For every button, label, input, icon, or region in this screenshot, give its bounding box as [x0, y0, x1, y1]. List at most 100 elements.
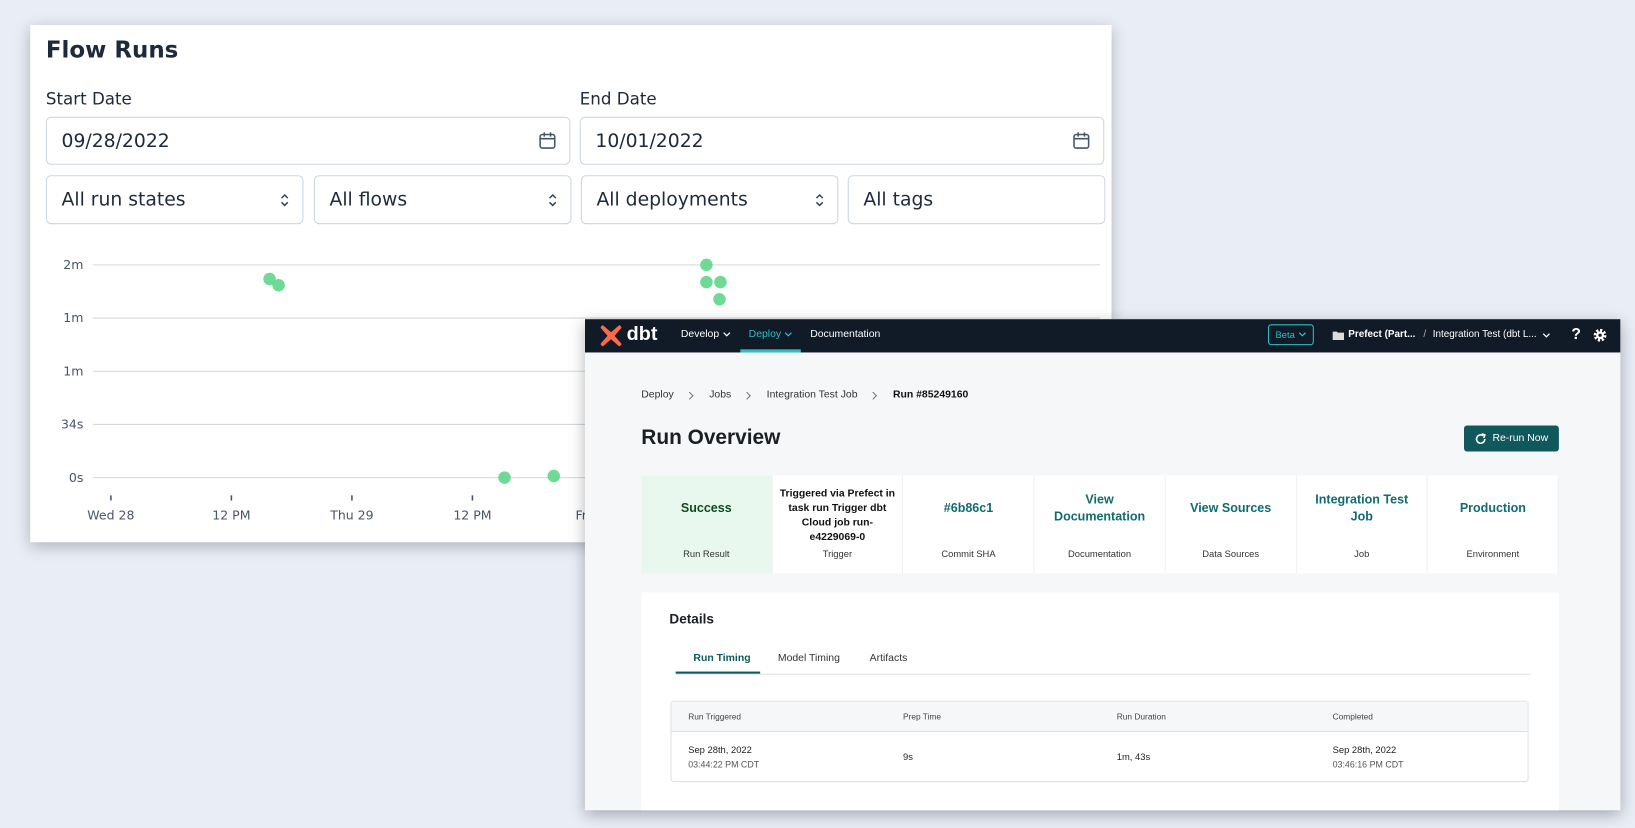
start-date-value: 09/28/2022	[61, 129, 170, 152]
table-cell-text: 03:46:16 PM CDT	[1332, 759, 1404, 770]
x-tick-label: 12 PM	[212, 507, 250, 522]
breadcrumb-item[interactable]: Jobs	[709, 388, 732, 401]
column-header: Run Triggered	[688, 712, 742, 722]
summary-value[interactable]: #6b86c1	[943, 500, 994, 516]
run-point	[700, 275, 713, 289]
run-point	[713, 293, 726, 306]
nav-item-label: Deploy	[748, 328, 782, 340]
chevron	[784, 331, 793, 337]
y-tick-label: 34s	[61, 417, 83, 432]
beta-button[interactable]: Beta	[1267, 324, 1314, 346]
column-header: Completed	[1332, 712, 1373, 722]
y-tick-label: 1m	[63, 363, 83, 378]
y-tick-label: 1m	[63, 310, 83, 325]
summary-cell: View Documentation Documentation	[1035, 475, 1166, 574]
select-arrows	[281, 193, 289, 206]
nav-item[interactable]: Documentation	[810, 328, 880, 339]
nav-item[interactable]: Deploy	[748, 328, 793, 340]
start-date-input[interactable]: 09/28/2022	[45, 116, 571, 165]
y-tick-label: 2m	[63, 257, 83, 272]
table-cell-text: Sep 28th, 2022	[688, 744, 752, 755]
table-cell-text: 1m, 43s	[1116, 751, 1151, 763]
summary-value[interactable]: Production	[1459, 500, 1526, 516]
column-header: Prep Time	[903, 712, 942, 722]
summary-cell: Triggered via Prefect in task run Trigge…	[772, 475, 904, 574]
nav-bar: dbt Beta Prefect (Part... / Integration …	[584, 319, 1621, 353]
select-arrows	[815, 193, 824, 206]
filter-select[interactable]: All run states	[45, 175, 304, 225]
summary-value[interactable]: View Sources	[1190, 500, 1272, 516]
filter-select[interactable]: All tags	[847, 175, 1106, 225]
column-header: Run Duration	[1116, 712, 1166, 722]
calendar-icon	[1073, 132, 1090, 149]
summary-label: Run Result	[683, 548, 730, 559]
active-tab-underline	[675, 671, 761, 674]
x-tick-label: Wed 28	[87, 507, 134, 522]
run-summary: Success Run Result Triggered via Prefect i…	[641, 475, 1559, 574]
summary-label: Data Sources	[1202, 548, 1260, 559]
breadcrumb-separator	[689, 391, 694, 400]
rerun-label: Re-run Now	[1492, 432, 1549, 445]
table-cell-text: 03:44:22 PM CDT	[688, 759, 760, 770]
run-point	[498, 471, 511, 484]
end-date-label: End Date	[579, 88, 657, 109]
select-arrows	[549, 193, 557, 206]
page-title: Run Overview	[641, 426, 781, 450]
filter-label: All deployments	[596, 188, 748, 211]
filter-select[interactable]: All deployments	[580, 175, 839, 225]
rerun-button[interactable]: Re-run Now	[1463, 425, 1559, 452]
settings-icon[interactable]	[1592, 327, 1608, 343]
separator-shape	[872, 391, 878, 400]
folder-icon	[1332, 331, 1345, 340]
chevron-shape	[784, 331, 793, 337]
filter-label: All run states	[61, 188, 186, 211]
nav-item-label: Develop	[680, 328, 720, 340]
environment-name[interactable]: Integration Test (dbt L...	[1432, 328, 1537, 340]
end-date-input[interactable]: 10/01/2022	[579, 116, 1105, 165]
separator-shape	[689, 391, 694, 400]
chevron-shape	[722, 331, 731, 337]
filter-label: All flows	[329, 188, 408, 211]
flow-runs-panel: Flow Runs Start Date End Date 09/28/2022…	[30, 25, 1112, 543]
panel-title: Flow Runs	[45, 37, 179, 64]
run-point	[263, 272, 276, 286]
x-tick-label: Thu 29	[329, 507, 373, 522]
summary-value[interactable]: Integration Test Job	[1315, 492, 1409, 524]
arrow-shape	[815, 193, 824, 206]
end-date-value: 10/01/2022	[595, 129, 704, 152]
filter-select[interactable]: All flows	[313, 175, 572, 225]
arrow-shape	[549, 193, 557, 206]
run-point	[700, 258, 713, 272]
details-card: Details Run Timing Model Timing Artifacts …	[641, 592, 1559, 811]
breadcrumb: Deploy Jobs Integration Test Job Run #85249…	[641, 389, 983, 400]
calendar-icon	[539, 132, 556, 149]
summary-value[interactable]: View Documentation	[1054, 492, 1146, 524]
summary-cell: View Sources Data Sources	[1166, 475, 1297, 574]
table-header-row: Run Triggered Prep Time Run Duration Comple…	[671, 701, 1528, 733]
run-point	[714, 275, 727, 289]
summary-label: Commit SHA	[941, 548, 996, 559]
project-name[interactable]: Prefect (Part...	[1348, 328, 1416, 340]
details-title: Details	[669, 611, 714, 627]
breadcrumb-item[interactable]: Deploy	[641, 388, 674, 401]
run-point	[272, 278, 285, 292]
dbt-panel: dbt Beta Prefect (Part... / Integration …	[584, 319, 1621, 811]
summary-cell: Success Run Result	[641, 475, 773, 574]
breadcrumb-item: Run #85249160	[892, 388, 969, 401]
logo-text: dbt	[626, 323, 658, 346]
filter-label: All tags	[863, 188, 934, 211]
summary-value: Triggered via Prefect in task run Trigge…	[779, 488, 896, 544]
tab[interactable]: Artifacts	[869, 652, 908, 665]
table-cell-text: 9s	[903, 751, 913, 763]
beta-label: Beta	[1275, 329, 1295, 340]
tab[interactable]: Run Timing	[693, 652, 751, 665]
separator-shape	[746, 391, 752, 400]
breadcrumb-item[interactable]: Integration Test Job	[766, 388, 858, 401]
nav-item[interactable]: Develop	[680, 328, 731, 340]
tab[interactable]: Model Timing	[777, 652, 840, 665]
summary-cell: Production Environment	[1428, 475, 1559, 574]
arrow-shape	[281, 193, 289, 206]
help-icon[interactable]: ?	[1571, 325, 1581, 344]
summary-label: Job	[1354, 548, 1370, 559]
